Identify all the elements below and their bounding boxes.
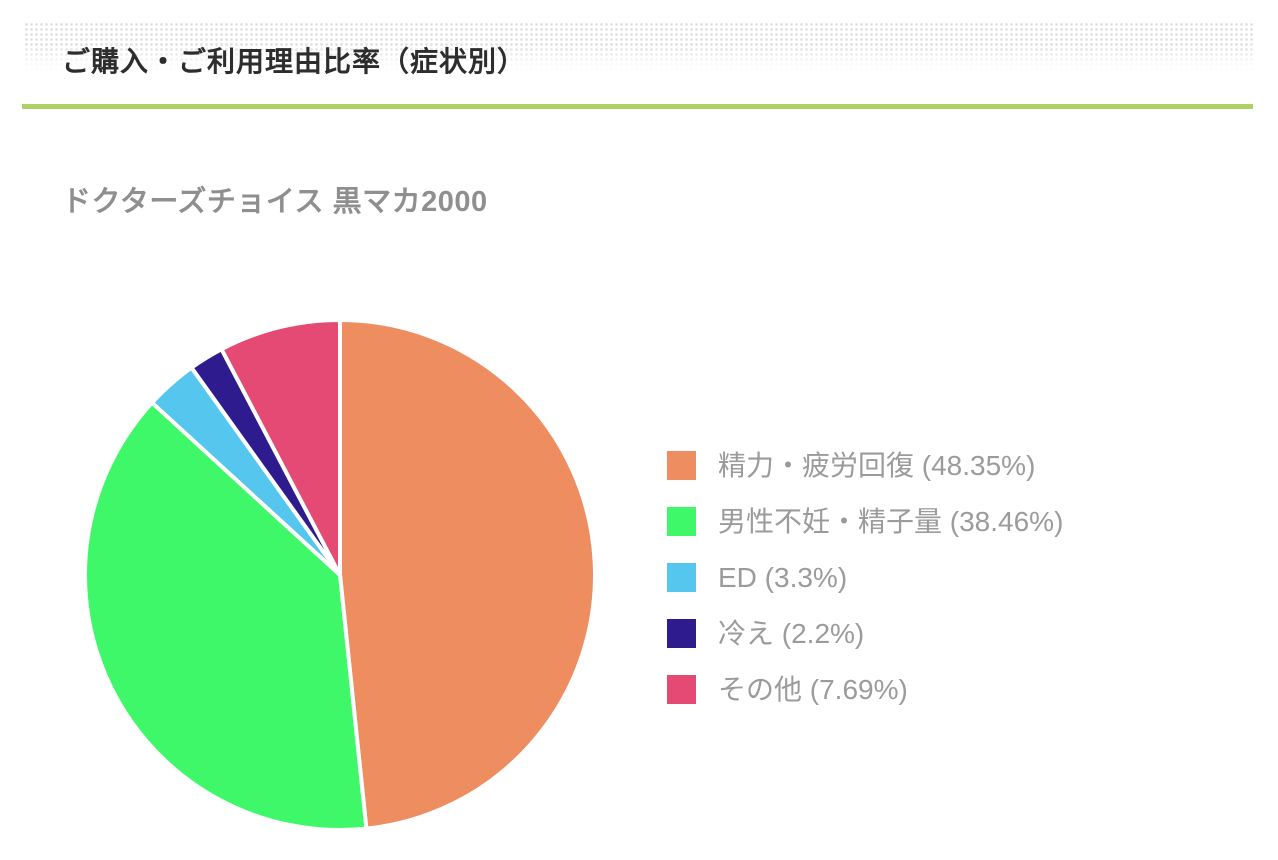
legend-item: その他 (7.69%) (667, 675, 1063, 704)
legend-color-swatch (667, 563, 696, 592)
legend-item-label: 男性不妊・精子量 (38.46%) (718, 506, 1064, 537)
legend-item-label: その他 (7.69%) (718, 674, 908, 705)
legend-color-swatch (667, 507, 696, 536)
page-title: ご購入・ご利用理由比率（症状別） (62, 46, 527, 77)
header-rule (22, 104, 1253, 109)
legend-item: 精力・疲労回復 (48.35%) (667, 451, 1063, 480)
pie-chart (83, 317, 597, 832)
legend-color-swatch (667, 675, 696, 704)
legend-item-label: ED (3.3%) (718, 562, 848, 593)
legend-color-swatch (667, 619, 696, 648)
header-band: ご購入・ご利用理由比率（症状別） (24, 22, 1253, 102)
pie-slice-2[interactable] (83, 399, 369, 832)
legend-item: 冷え (2.2%) (667, 619, 1063, 648)
legend-item-label: 精力・疲労回復 (48.35%) (718, 450, 1036, 481)
legend-item: 男性不妊・精子量 (38.46%) (667, 507, 1063, 536)
pie-slice-1[interactable] (338, 317, 597, 831)
legend-color-swatch (667, 451, 696, 480)
chart-legend: 精力・疲労回復 (48.35%) 男性不妊・精子量 (38.46%) ED (3.3… (667, 451, 1063, 704)
legend-item: ED (3.3%) (667, 563, 1063, 592)
legend-item-label: 冷え (2.2%) (718, 618, 865, 649)
pie-slice-5[interactable] (218, 317, 342, 576)
chart-title: ドクターズチョイス 黒マカ2000 (62, 186, 488, 218)
